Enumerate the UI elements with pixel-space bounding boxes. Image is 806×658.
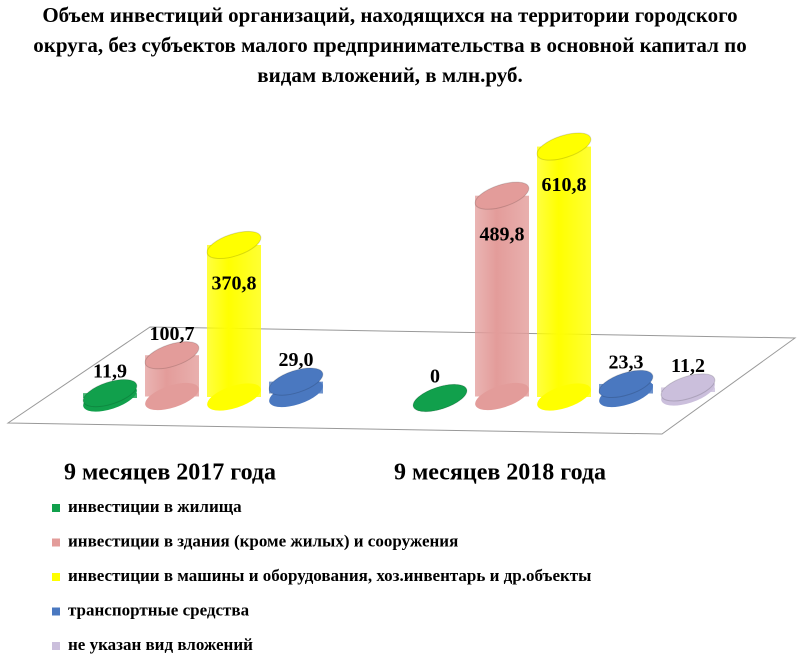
bar [82,379,138,412]
bar-top [412,383,468,413]
data-label: 370,8 [212,273,257,295]
bar [660,373,716,406]
legend-label: инвестиции в здания (кроме жилых) и соор… [68,531,458,550]
bar-top [660,373,716,402]
bar [536,132,592,411]
bar-body [475,195,529,397]
data-label: 0 [430,366,440,388]
data-label: 11,9 [93,361,127,383]
legend-marker [52,607,60,616]
data-label: 29,0 [279,349,314,371]
bar [474,181,530,411]
data-label: 11,2 [671,355,705,377]
legend-label: инвестиции в машины и оборудования, хоз.… [68,566,591,585]
bar [412,383,468,413]
legend-label: транспортные средства [68,600,250,619]
category-label: 9 месяцев 2017 года [64,460,276,486]
legend-marker [52,538,60,547]
bar-top [268,367,324,396]
legend-marker [52,642,60,650]
bar-body [207,244,261,397]
legend-marker [52,504,60,512]
bar-top [82,379,138,408]
bar [144,341,200,411]
bar-top [474,181,530,210]
bar [206,230,262,411]
legend-label: инвестиции в жилища [68,497,242,516]
chart-title: Объем инвестиций организаций, находящихс… [33,3,747,87]
bar-top [536,132,592,161]
bar [598,369,654,408]
bar [268,367,324,408]
bar-top [144,341,200,370]
data-label: 610,8 [542,174,587,196]
legend-label: не указан вид вложений [68,635,253,654]
bar-body [537,146,591,397]
data-label: 489,8 [480,223,525,245]
bar-top [206,230,262,260]
data-label: 23,3 [609,352,644,374]
floor [6,326,797,435]
category-label: 9 месяцев 2018 года [394,460,606,486]
data-label: 100,7 [150,323,195,345]
legend-marker [52,573,60,581]
bar-top [598,369,654,399]
